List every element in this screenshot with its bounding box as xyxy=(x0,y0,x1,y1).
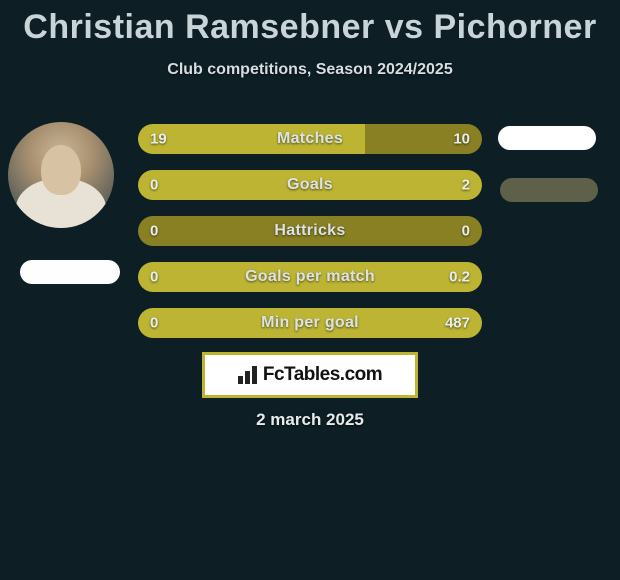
stat-label: Matches xyxy=(277,130,343,148)
player-left-team-pill xyxy=(20,260,120,284)
page-title: Christian Ramsebner vs Pichorner xyxy=(0,0,620,47)
stat-value-right: 487 xyxy=(445,315,470,332)
stat-bar-min-per-goal: 0 Min per goal 487 xyxy=(138,308,482,338)
stat-value-left: 0 xyxy=(150,315,158,332)
stat-value-left: 0 xyxy=(150,223,158,240)
date-label: 2 march 2025 xyxy=(256,410,364,430)
stat-label: Min per goal xyxy=(261,314,359,332)
stat-value-left: 0 xyxy=(150,269,158,286)
stat-bar-goals-per-match: 0 Goals per match 0.2 xyxy=(138,262,482,292)
subtitle: Club competitions, Season 2024/2025 xyxy=(0,61,620,79)
bar-chart-icon xyxy=(238,366,257,384)
stat-value-left: 19 xyxy=(150,131,167,148)
stat-value-right: 2 xyxy=(462,177,470,194)
stat-label: Goals per match xyxy=(245,268,375,286)
stat-bar-goals: 0 Goals 2 xyxy=(138,170,482,200)
stat-value-right: 10 xyxy=(453,131,470,148)
stat-value-right: 0 xyxy=(462,223,470,240)
brand-text: FcTables.com xyxy=(263,364,382,386)
stat-value-left: 0 xyxy=(150,177,158,194)
stat-label: Hattricks xyxy=(274,222,345,240)
stat-bar-matches: 19 Matches 10 xyxy=(138,124,482,154)
player-right-team-pill-1 xyxy=(498,126,596,150)
player-left-avatar xyxy=(8,122,114,228)
stat-bar-hattricks: 0 Hattricks 0 xyxy=(138,216,482,246)
stat-label: Goals xyxy=(287,176,333,194)
player-right-team-pill-2 xyxy=(500,178,598,202)
brand-box: FcTables.com xyxy=(202,352,418,398)
stats-bars: 19 Matches 10 0 Goals 2 0 Hattricks 0 0 … xyxy=(138,124,482,354)
stat-value-right: 0.2 xyxy=(449,269,470,286)
